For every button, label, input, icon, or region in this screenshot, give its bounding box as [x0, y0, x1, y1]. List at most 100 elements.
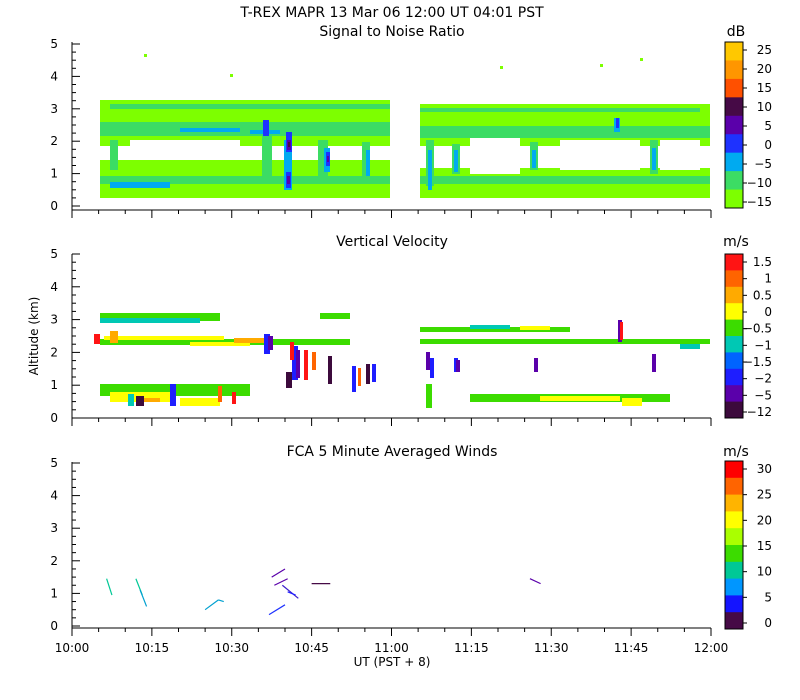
wind-segment	[281, 584, 299, 599]
colorbar-swatch	[725, 368, 743, 386]
colorbar-tick-label: 10	[757, 100, 772, 114]
axis-tick-labels: 0 1 2 3 4 5 0 1 2 3 4 5 0 1 2 3 4 5 10:00 10:15 10:30 10:45 11…	[50, 37, 728, 655]
colorbar-swatch	[725, 171, 743, 191]
colorbar-swatch	[725, 115, 743, 135]
colorbar-tick-label: −5	[754, 157, 772, 171]
x-tick-label: 10:45	[294, 641, 329, 655]
colorbar-swatch	[725, 336, 743, 353]
y-tick-label: 2	[50, 134, 58, 148]
colorbar-swatch	[725, 494, 743, 512]
colorbar-swatch	[725, 477, 743, 496]
panel-3-title: FCA 5 Minute Averaged Winds	[287, 444, 498, 460]
y-tick-label: 3	[50, 313, 58, 327]
colorbar-swatch	[725, 286, 743, 304]
y-tick-label: 0	[50, 199, 58, 213]
colorbar-frame	[724, 41, 744, 209]
y-tick-label: 0	[50, 411, 58, 425]
colorbar-frame	[724, 253, 744, 419]
y-tick-label: 0	[50, 619, 58, 633]
wind-segment	[139, 589, 148, 607]
colorbar-tick-label: 25	[757, 43, 772, 57]
colorbar-swatch	[725, 385, 743, 403]
wind-segment	[271, 568, 286, 578]
colorbar-tick-label: 1	[764, 272, 772, 286]
y-tick-label: 1	[50, 586, 58, 600]
x-tick-label: 11:45	[614, 641, 649, 655]
y-tick-label: 5	[50, 37, 58, 51]
colorbar-tick-label: −1.5	[743, 355, 772, 369]
y-tick-label: 3	[50, 521, 58, 535]
y-tick-label: 4	[50, 489, 58, 503]
colorbar-tick-label: 5	[764, 590, 772, 604]
colorbar-swatch	[725, 528, 743, 546]
colorbar-swatch	[725, 303, 743, 321]
panel-1-title: Signal to Noise Ratio	[319, 24, 464, 40]
y-tick-label: 3	[50, 102, 58, 116]
colorbar-tick-label: −10	[747, 176, 772, 190]
x-tick-label: 10:15	[135, 641, 170, 655]
colorbar-tick-label: −0.5	[743, 322, 772, 336]
colorbar-tick-label: 15	[757, 81, 772, 95]
colorbar-swatch	[725, 511, 743, 529]
colorbar-swatch	[725, 401, 743, 419]
colorbar-swatch	[725, 42, 743, 61]
colorbar-tick-label: 0	[764, 616, 772, 630]
wind-segment	[204, 599, 219, 611]
colorbar-swatch	[725, 270, 743, 288]
panel-2-title: Vertical Velocity	[336, 234, 448, 250]
colorbar-tick-label: 0.5	[753, 288, 772, 302]
y-tick-label: 4	[50, 69, 58, 83]
y-tick-label: 1	[50, 378, 58, 392]
colorbar-tick-label: −2	[754, 372, 772, 386]
wind-segment	[529, 578, 541, 585]
x-tick-label: 10:00	[55, 641, 90, 655]
colorbar-tick-label: −15	[747, 195, 772, 209]
colorbar-swatch	[725, 60, 743, 80]
wind-segment	[268, 604, 286, 616]
wind-segment	[106, 578, 113, 596]
snr-field	[100, 54, 710, 198]
colorbar-tick-label: 0	[764, 138, 772, 152]
colorbar-swatch	[725, 97, 743, 117]
x-tick-label: 10:30	[214, 641, 249, 655]
colorbar-tick-label: 20	[757, 513, 772, 527]
colorbar-tick-label: 1.5	[753, 255, 772, 269]
colorbar-tick-label: 5	[764, 119, 772, 133]
colorbar-swatch	[725, 78, 743, 98]
wind-segment	[287, 591, 296, 596]
y-tick-label: 1	[50, 167, 58, 181]
colorbar-swatch	[725, 612, 743, 630]
colorbar-swatch	[725, 152, 743, 172]
colorbar-swatch	[725, 578, 743, 596]
colorbar-tick-label: −5	[754, 388, 772, 402]
colorbar-tick-label: 0	[764, 305, 772, 319]
y-tick-label: 5	[50, 456, 58, 470]
colorbar-swatch	[725, 134, 743, 154]
x-tick-label: 11:00	[374, 641, 409, 655]
colorbar-swatch	[725, 461, 743, 479]
colorbars: 25 20 15 10 5 0 −5 −10 −15 1.5 1 0.5 0 −0.5 −1 −1.5 −2 −5…	[724, 41, 772, 630]
colorbar-1-unit: dB	[727, 24, 746, 40]
wind-segment	[218, 599, 224, 603]
y-tick-label: 2	[50, 554, 58, 568]
colorbar-swatch	[725, 254, 743, 271]
colorbar-tick-label: 15	[757, 539, 772, 553]
x-axis-label: UT (PST + 8)	[354, 655, 431, 669]
x-tick-label: 11:15	[454, 641, 489, 655]
axes	[71, 42, 712, 636]
y-tick-label: 4	[50, 280, 58, 294]
colorbar-tick-label: −12	[747, 405, 772, 419]
colorbar-swatch	[725, 352, 743, 370]
colorbar-swatch	[725, 189, 743, 209]
colorbar-3-unit: m/s	[723, 444, 749, 460]
y-tick-label: 5	[50, 247, 58, 261]
colorbar-tick-label: 30	[757, 462, 772, 476]
colorbar-swatch	[725, 595, 743, 613]
colorbar-2-unit: m/s	[723, 234, 749, 250]
colorbar-tick-label: 20	[757, 62, 772, 76]
y-axis-label: Altitude (km)	[27, 297, 41, 376]
colorbar-tick-label: 10	[757, 565, 772, 579]
x-tick-label: 12:00	[694, 641, 729, 655]
y-tick-label: 2	[50, 345, 58, 359]
